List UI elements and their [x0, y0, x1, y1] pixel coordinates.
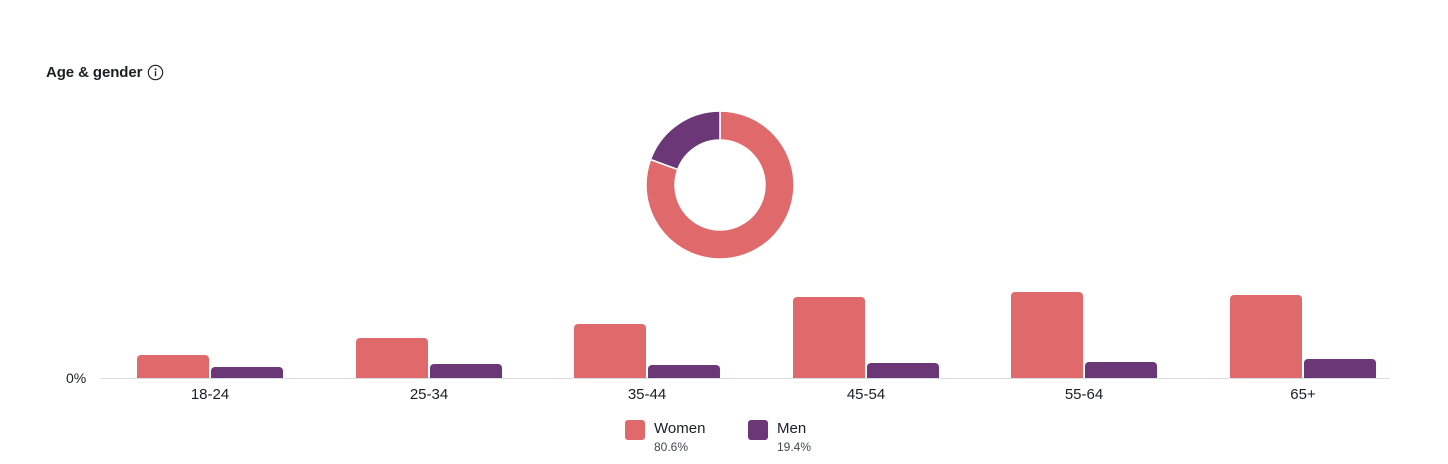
bar-men-55-64[interactable]: [1085, 362, 1157, 378]
bar-men-25-34[interactable]: [430, 364, 502, 378]
x-axis-label: 25-34: [409, 386, 449, 403]
y-axis-zero-label: 0%: [66, 370, 87, 386]
section-title: Age & gender: [46, 64, 164, 81]
donut-slice-men[interactable]: [649, 110, 721, 171]
x-axis-label: 45-54: [846, 386, 886, 403]
bar-men-45-54[interactable]: [867, 363, 939, 378]
donut-slice-women[interactable]: [645, 110, 795, 260]
x-axis-label: 55-64: [1064, 386, 1104, 403]
section-title-text: Age & gender: [46, 64, 143, 81]
x-axis-label: 65+: [1290, 386, 1316, 403]
x-axis-baseline: [100, 378, 1390, 379]
legend-label-men: Men: [777, 420, 807, 437]
x-axis-label: 18-24: [190, 386, 230, 403]
bar-women-65+[interactable]: [1230, 295, 1302, 378]
women-swatch: [625, 420, 645, 440]
bar-women-18-24[interactable]: [137, 355, 209, 378]
bar-women-35-44[interactable]: [574, 324, 646, 378]
men-swatch: [748, 420, 768, 440]
bar-women-25-34[interactable]: [356, 338, 428, 378]
legend-value-women: 80.6%: [654, 440, 689, 454]
x-axis-label: 35-44: [627, 386, 667, 403]
legend-value-men: 19.4%: [777, 440, 812, 454]
info-icon[interactable]: [147, 64, 164, 81]
bar-men-18-24[interactable]: [211, 367, 283, 378]
bar-women-55-64[interactable]: [1011, 292, 1083, 378]
legend-item-women[interactable]: Women 80.6%: [625, 420, 705, 454]
bar-women-45-54[interactable]: [793, 297, 865, 378]
legend-label-women: Women: [654, 420, 706, 437]
gender-donut-chart: [645, 110, 795, 260]
legend-item-men[interactable]: Men 19.4%: [748, 420, 811, 454]
bar-men-35-44[interactable]: [648, 365, 720, 378]
bar-men-65+[interactable]: [1304, 359, 1376, 378]
